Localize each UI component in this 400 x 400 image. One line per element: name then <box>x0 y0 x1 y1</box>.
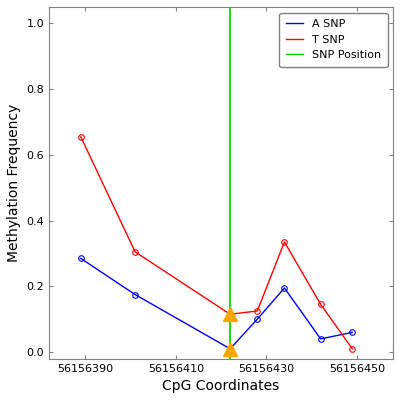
X-axis label: CpG Coordinates: CpG Coordinates <box>162 379 280 393</box>
Legend: A SNP, T SNP, SNP Position: A SNP, T SNP, SNP Position <box>280 12 388 67</box>
Y-axis label: Methylation Frequency: Methylation Frequency <box>7 104 21 262</box>
